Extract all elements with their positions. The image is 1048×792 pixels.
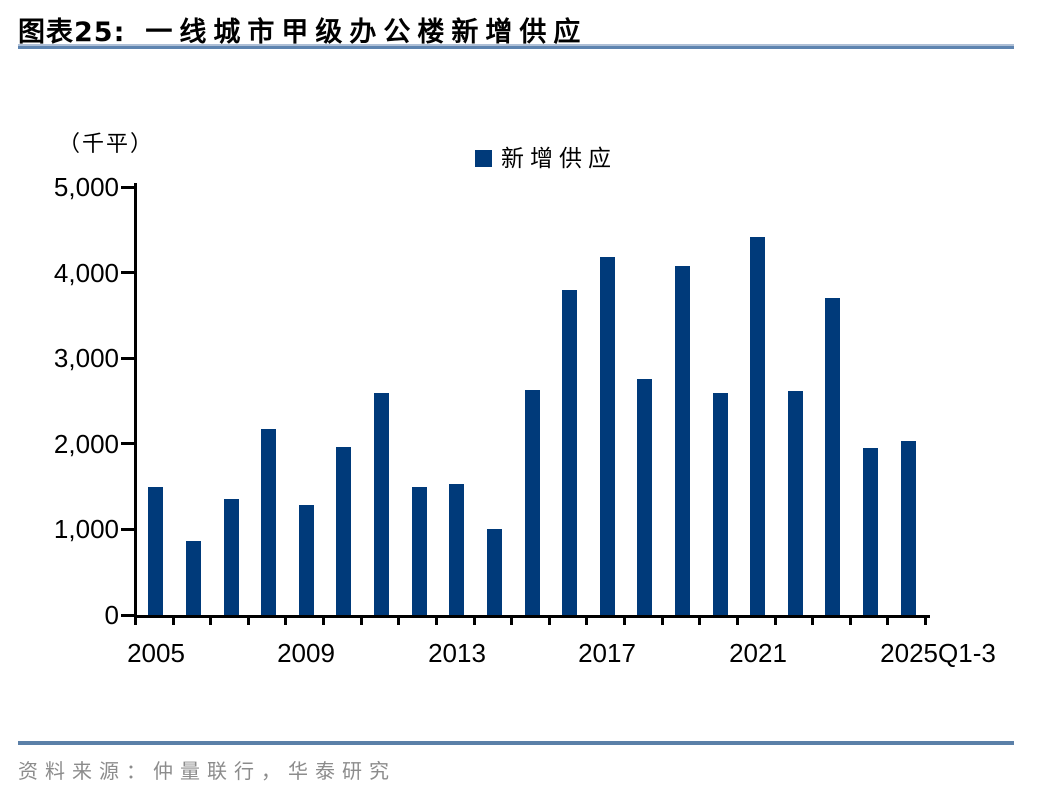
x-tick-mark-5 — [322, 615, 325, 625]
x-tick-mark-20 — [886, 615, 889, 625]
bar-2010 — [336, 447, 351, 615]
x-tick-mark-8 — [435, 615, 438, 625]
x-tick-mark-21 — [924, 615, 927, 625]
x-tick-label-2017: 2017 — [578, 638, 636, 668]
bar-2008 — [261, 429, 276, 615]
bar-2018 — [637, 379, 652, 615]
y-tick-mark-0 — [121, 614, 134, 617]
bar-2013 — [449, 484, 464, 615]
bar-2023 — [825, 298, 840, 615]
bar-2011 — [374, 393, 389, 615]
bar-2016 — [562, 290, 577, 615]
bar-2024 — [863, 448, 878, 615]
x-tick-mark-12 — [585, 615, 588, 625]
x-tick-label-2013: 2013 — [428, 638, 486, 668]
y-tick-label-3000: 3,000 — [53, 343, 119, 373]
y-tick-mark-2000 — [121, 442, 134, 445]
x-tick-label-2009: 2009 — [277, 638, 335, 668]
legend-label: 新增供应 — [501, 145, 617, 171]
bar-2007 — [224, 499, 239, 615]
x-tick-mark-2 — [209, 615, 212, 625]
legend-swatch-icon — [475, 150, 492, 167]
footer-divider — [18, 741, 1014, 745]
bar-2021 — [750, 237, 765, 615]
x-tick-mark-13 — [623, 615, 626, 625]
bar-2025Q1-3 — [901, 441, 916, 615]
y-tick-mark-5000 — [121, 186, 134, 189]
x-tick-label-2025Q1-3: 2025Q1-3 — [880, 638, 996, 668]
bar-2020 — [713, 393, 728, 615]
y-tick-mark-4000 — [121, 271, 134, 274]
y-tick-label-5000: 5,000 — [53, 172, 119, 202]
figure-number-label: 图表25: — [18, 17, 126, 48]
x-tick-mark-14 — [661, 615, 664, 625]
bar-2006 — [186, 541, 201, 615]
chart-header: 图表25: 一线城市甲级办公楼新增供应 — [18, 10, 1030, 49]
x-tick-mark-1 — [172, 615, 175, 625]
bar-2017 — [600, 257, 615, 615]
y-tick-mark-3000 — [121, 357, 134, 360]
y-tick-label-2000: 2,000 — [53, 429, 119, 459]
source-attribution: 资料来源：仲量联行，华泰研究 — [18, 761, 396, 783]
bar-2019 — [675, 266, 690, 615]
title-underline — [18, 44, 1014, 49]
x-tick-mark-3 — [247, 615, 250, 625]
x-tick-mark-0 — [134, 615, 137, 625]
y-axis-line — [134, 183, 137, 618]
y-tick-label-1000: 1,000 — [53, 514, 119, 544]
x-tick-mark-4 — [284, 615, 287, 625]
x-tick-mark-19 — [849, 615, 852, 625]
x-tick-mark-16 — [736, 615, 739, 625]
x-tick-label-2021: 2021 — [729, 638, 787, 668]
x-tick-mark-18 — [811, 615, 814, 625]
y-tick-label-0: 0 — [104, 600, 119, 630]
bar-2005 — [148, 487, 163, 615]
y-tick-label-4000: 4,000 — [53, 258, 119, 288]
x-tick-mark-10 — [510, 615, 513, 625]
bar-2014 — [487, 529, 502, 615]
bar-2012 — [412, 487, 427, 615]
y-tick-mark-1000 — [121, 528, 134, 531]
x-tick-mark-15 — [698, 615, 701, 625]
bar-2015 — [525, 390, 540, 615]
y-axis-unit-label: （千平） — [58, 131, 155, 156]
chart-legend: 新增供应 — [475, 147, 617, 170]
bar-2022 — [788, 391, 803, 615]
x-tick-mark-7 — [397, 615, 400, 625]
bar-2009 — [299, 505, 314, 615]
x-tick-label-2005: 2005 — [127, 638, 185, 668]
x-tick-mark-17 — [774, 615, 777, 625]
chart-title: 一线城市甲级办公楼新增供应 — [145, 17, 588, 48]
x-axis-line — [134, 615, 930, 618]
x-tick-mark-9 — [473, 615, 476, 625]
x-tick-mark-6 — [360, 615, 363, 625]
x-tick-mark-11 — [548, 615, 551, 625]
